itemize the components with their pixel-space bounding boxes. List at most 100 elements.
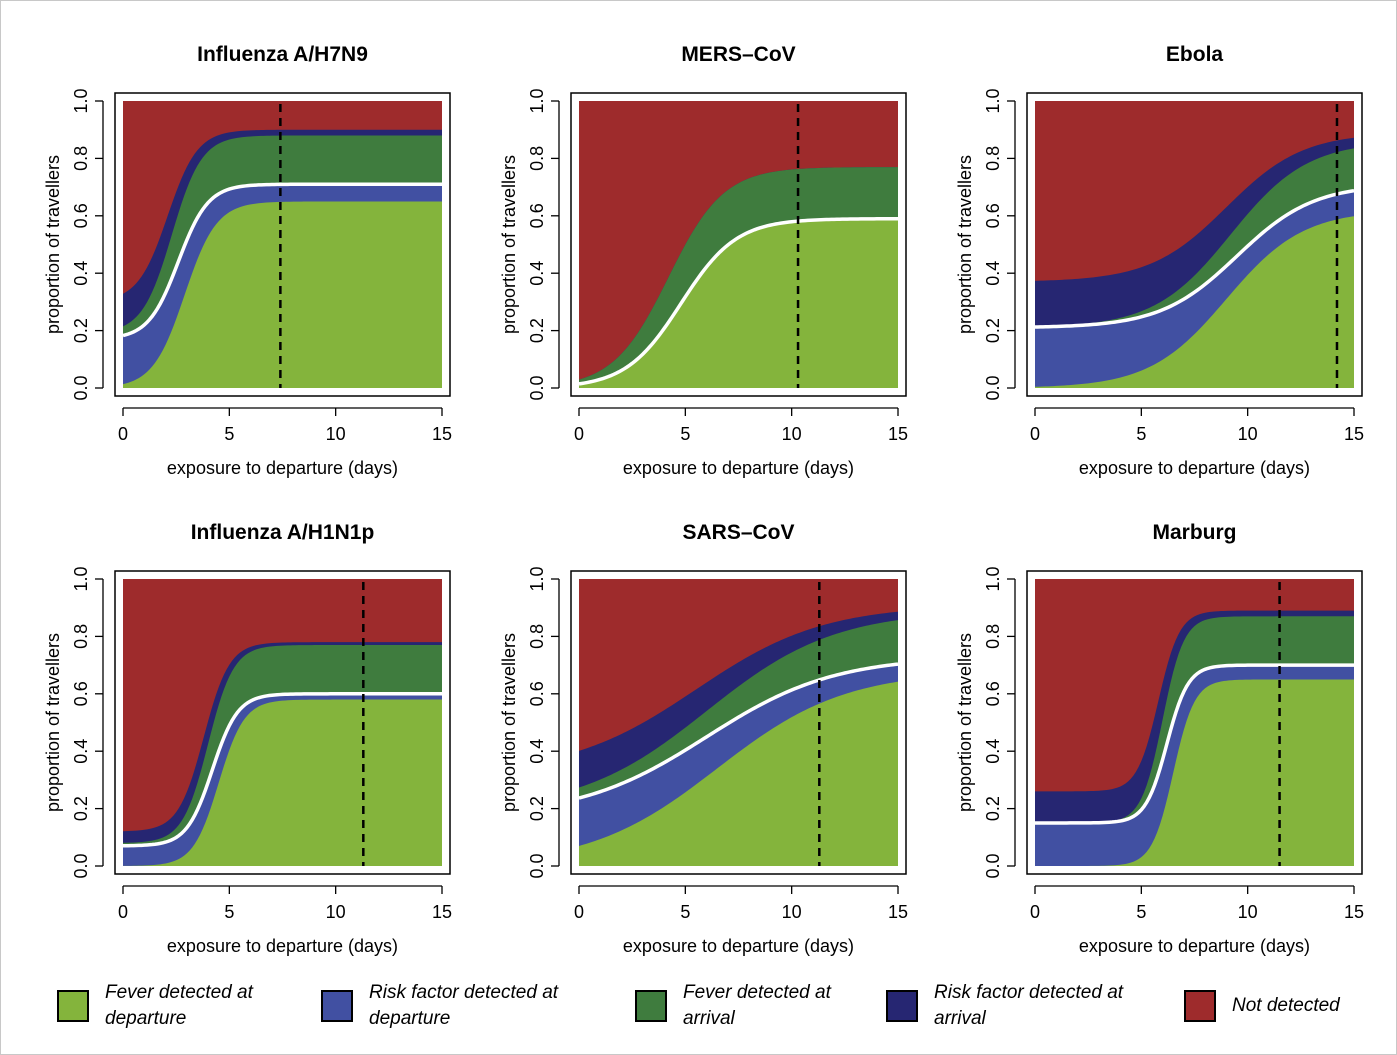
y-axis-label: proportion of travellers: [43, 633, 63, 812]
chart-influenza-a-h7n9: Influenza A/H7N9 0 5 10 15 exposure to depart…: [43, 43, 452, 478]
x-tick-label: 5: [224, 902, 234, 922]
chart-marburg: Marburg 0 5 10 15 exposure to departure (days…: [955, 521, 1364, 956]
y-tick-label: 0.2: [983, 318, 1003, 343]
chart-title: Ebola: [1166, 43, 1223, 66]
y-tick-label: 0.2: [71, 796, 91, 821]
chart-title: Influenza A/H7N9: [197, 43, 368, 66]
departure-threshold-line: [122, 182, 442, 338]
y-tick-label: 0.0: [527, 375, 547, 400]
y-tick-label: 0.2: [71, 318, 91, 343]
charts-canvas: Influenza A/H7N9 0 5 10 15 exposure to depart…: [43, 43, 1364, 956]
area-fever-departure: [579, 218, 898, 388]
y-tick-label: 0.6: [71, 681, 91, 706]
x-axis-label: exposure to departure (days): [167, 458, 398, 478]
plot-box: [114, 570, 451, 875]
departure-threshold-line: [578, 662, 899, 800]
x-tick-label: 0: [1030, 424, 1040, 444]
y-tick-label: 0.8: [983, 624, 1003, 649]
legend-label-fever-departure: Fever detected at departure: [105, 982, 253, 1029]
legend-label-not-detected: Not detected: [1232, 995, 1340, 1016]
x-tick-label: 10: [326, 902, 346, 922]
plot-box: [114, 92, 451, 397]
y-tick-label: 0.4: [983, 261, 1003, 286]
y-tick-label: 1.0: [983, 566, 1003, 591]
chart-title: MERS–CoV: [681, 43, 795, 66]
x-tick-label: 15: [888, 424, 908, 444]
x-tick-label: 10: [326, 424, 346, 444]
x-tick-label: 0: [574, 424, 584, 444]
x-tick-label: 5: [224, 424, 234, 444]
y-tick-label: 0.2: [527, 796, 547, 821]
y-tick-label: 0.0: [983, 853, 1003, 878]
y-tick-label: 0.8: [527, 146, 547, 171]
area-fever-departure: [123, 201, 442, 388]
y-tick-label: 0.8: [527, 624, 547, 649]
y-tick-label: 0.4: [983, 739, 1003, 764]
chart-title: Marburg: [1153, 521, 1237, 544]
y-tick-label: 0.6: [527, 681, 547, 706]
x-tick-label: 5: [680, 902, 690, 922]
chart-ebola: Ebola 0 5 10 15 exposure to departure (days) 0…: [955, 43, 1364, 478]
x-tick-label: 15: [1344, 902, 1364, 922]
y-tick-label: 0.4: [71, 739, 91, 764]
x-axis-label: exposure to departure (days): [1079, 936, 1310, 956]
plot-box: [570, 92, 907, 397]
x-tick-label: 10: [1238, 424, 1258, 444]
legend-swatch-not-detected: [1184, 990, 1216, 1022]
legend-swatch-risk-arrival: [886, 990, 918, 1022]
y-tick-label: 0.8: [71, 624, 91, 649]
y-tick-label: 0.2: [527, 318, 547, 343]
x-tick-label: 0: [118, 902, 128, 922]
y-axis-label: proportion of travellers: [955, 633, 975, 812]
y-axis-label: proportion of travellers: [499, 633, 519, 812]
x-tick-label: 15: [432, 424, 452, 444]
y-tick-label: 0.4: [71, 261, 91, 286]
y-tick-label: 0.4: [527, 261, 547, 286]
y-tick-label: 0.6: [527, 203, 547, 228]
x-tick-label: 0: [574, 902, 584, 922]
x-tick-label: 5: [1136, 424, 1146, 444]
y-tick-label: 1.0: [71, 88, 91, 113]
x-tick-label: 15: [432, 902, 452, 922]
y-tick-label: 0.6: [71, 203, 91, 228]
x-tick-label: 10: [782, 902, 802, 922]
y-tick-label: 0.6: [983, 203, 1003, 228]
chart-influenza-a-h1n1p: Influenza A/H1N1p 0 5 10 15 exposure to depar…: [43, 521, 452, 956]
x-axis-label: exposure to departure (days): [623, 936, 854, 956]
legend-swatch-fever-arrival: [635, 990, 667, 1022]
y-tick-label: 0.0: [71, 853, 91, 878]
x-tick-label: 10: [1238, 902, 1258, 922]
y-tick-label: 0.8: [71, 146, 91, 171]
y-tick-label: 0.4: [527, 739, 547, 764]
chart-sars-cov: SARS–CoV 0 5 10 15 exposure to departure (day…: [499, 521, 908, 956]
chart-title: SARS–CoV: [682, 521, 794, 544]
departure-threshold-line: [122, 692, 442, 848]
chart-mers-cov: MERS–CoV 0 5 10 15 exposure to departure (day…: [499, 43, 908, 478]
x-tick-label: 0: [118, 424, 128, 444]
plot-box: [1026, 92, 1363, 397]
y-tick-label: 0.0: [527, 853, 547, 878]
y-tick-label: 0.2: [983, 796, 1003, 821]
y-tick-label: 1.0: [527, 88, 547, 113]
legend-swatch-risk-departure: [321, 990, 353, 1022]
legend-swatch-fever-departure: [57, 990, 89, 1022]
y-axis-label: proportion of travellers: [955, 155, 975, 334]
legend-label-risk-departure: Risk factor detected at departure: [369, 982, 559, 1029]
x-axis-label: exposure to departure (days): [1079, 458, 1310, 478]
y-tick-label: 1.0: [71, 566, 91, 591]
y-tick-label: 0.0: [983, 375, 1003, 400]
y-tick-label: 0.0: [71, 375, 91, 400]
x-axis-label: exposure to departure (days): [167, 936, 398, 956]
x-tick-label: 0: [1030, 902, 1040, 922]
y-tick-label: 1.0: [527, 566, 547, 591]
area-fever-departure: [1035, 679, 1354, 866]
plot-box: [1026, 570, 1363, 875]
y-axis-label: proportion of travellers: [43, 155, 63, 334]
x-tick-label: 10: [782, 424, 802, 444]
legend-label-risk-arrival: Risk factor detected at arrival: [934, 982, 1124, 1029]
chart-title: Influenza A/H1N1p: [191, 521, 375, 544]
y-tick-label: 1.0: [983, 88, 1003, 113]
x-tick-label: 5: [1136, 902, 1146, 922]
x-axis-label: exposure to departure (days): [623, 458, 854, 478]
departure-threshold-line: [578, 216, 898, 386]
